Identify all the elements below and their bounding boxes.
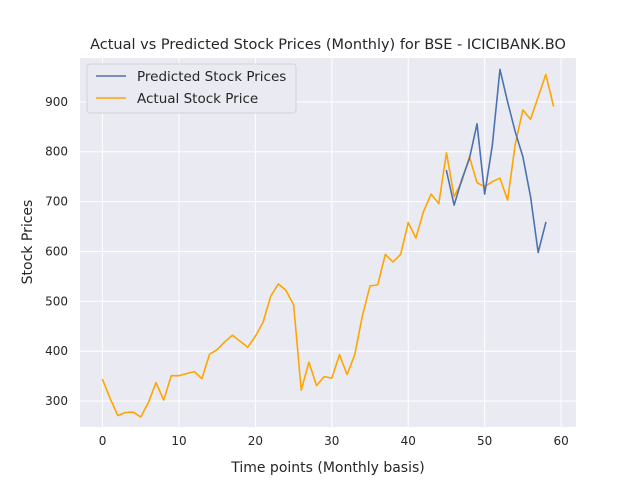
y-tick-label: 400 [45,344,68,358]
plot-background [80,58,576,427]
y-tick-label: 900 [45,95,68,109]
x-tick-labels: 0 10 20 30 40 50 60 [99,434,569,448]
y-axis-label: Stock Prices [20,200,36,285]
y-tick-labels: 300 400 500 600 700 800 900 [45,95,68,408]
y-tick-label: 500 [45,294,68,308]
legend-label-predicted: Predicted Stock Prices [137,69,286,85]
x-tick-label: 50 [477,434,492,448]
x-tick-label: 60 [553,434,568,448]
legend-label-actual: Actual Stock Price [137,91,258,107]
x-tick-label: 20 [248,434,263,448]
x-axis-label: Time points (Monthly basis) [230,460,425,476]
y-tick-label: 300 [45,394,68,408]
y-tick-label: 800 [45,145,68,159]
x-tick-label: 40 [401,434,416,448]
x-tick-label: 30 [324,434,339,448]
x-tick-label: 10 [171,434,186,448]
legend-box [86,63,297,114]
y-tick-label: 600 [45,244,68,258]
y-tick-label: 700 [45,195,68,209]
chart-title: Actual vs Predicted Stock Prices (Monthl… [90,37,566,53]
series-line-predicted-stock-prices [445,68,547,254]
grid [80,58,576,427]
series-layer [101,68,555,418]
legend: Predicted Stock Prices Actual Stock Pric… [86,63,297,114]
series-line-actual-stock-price [101,73,555,418]
x-tick-label: 0 [99,434,107,448]
